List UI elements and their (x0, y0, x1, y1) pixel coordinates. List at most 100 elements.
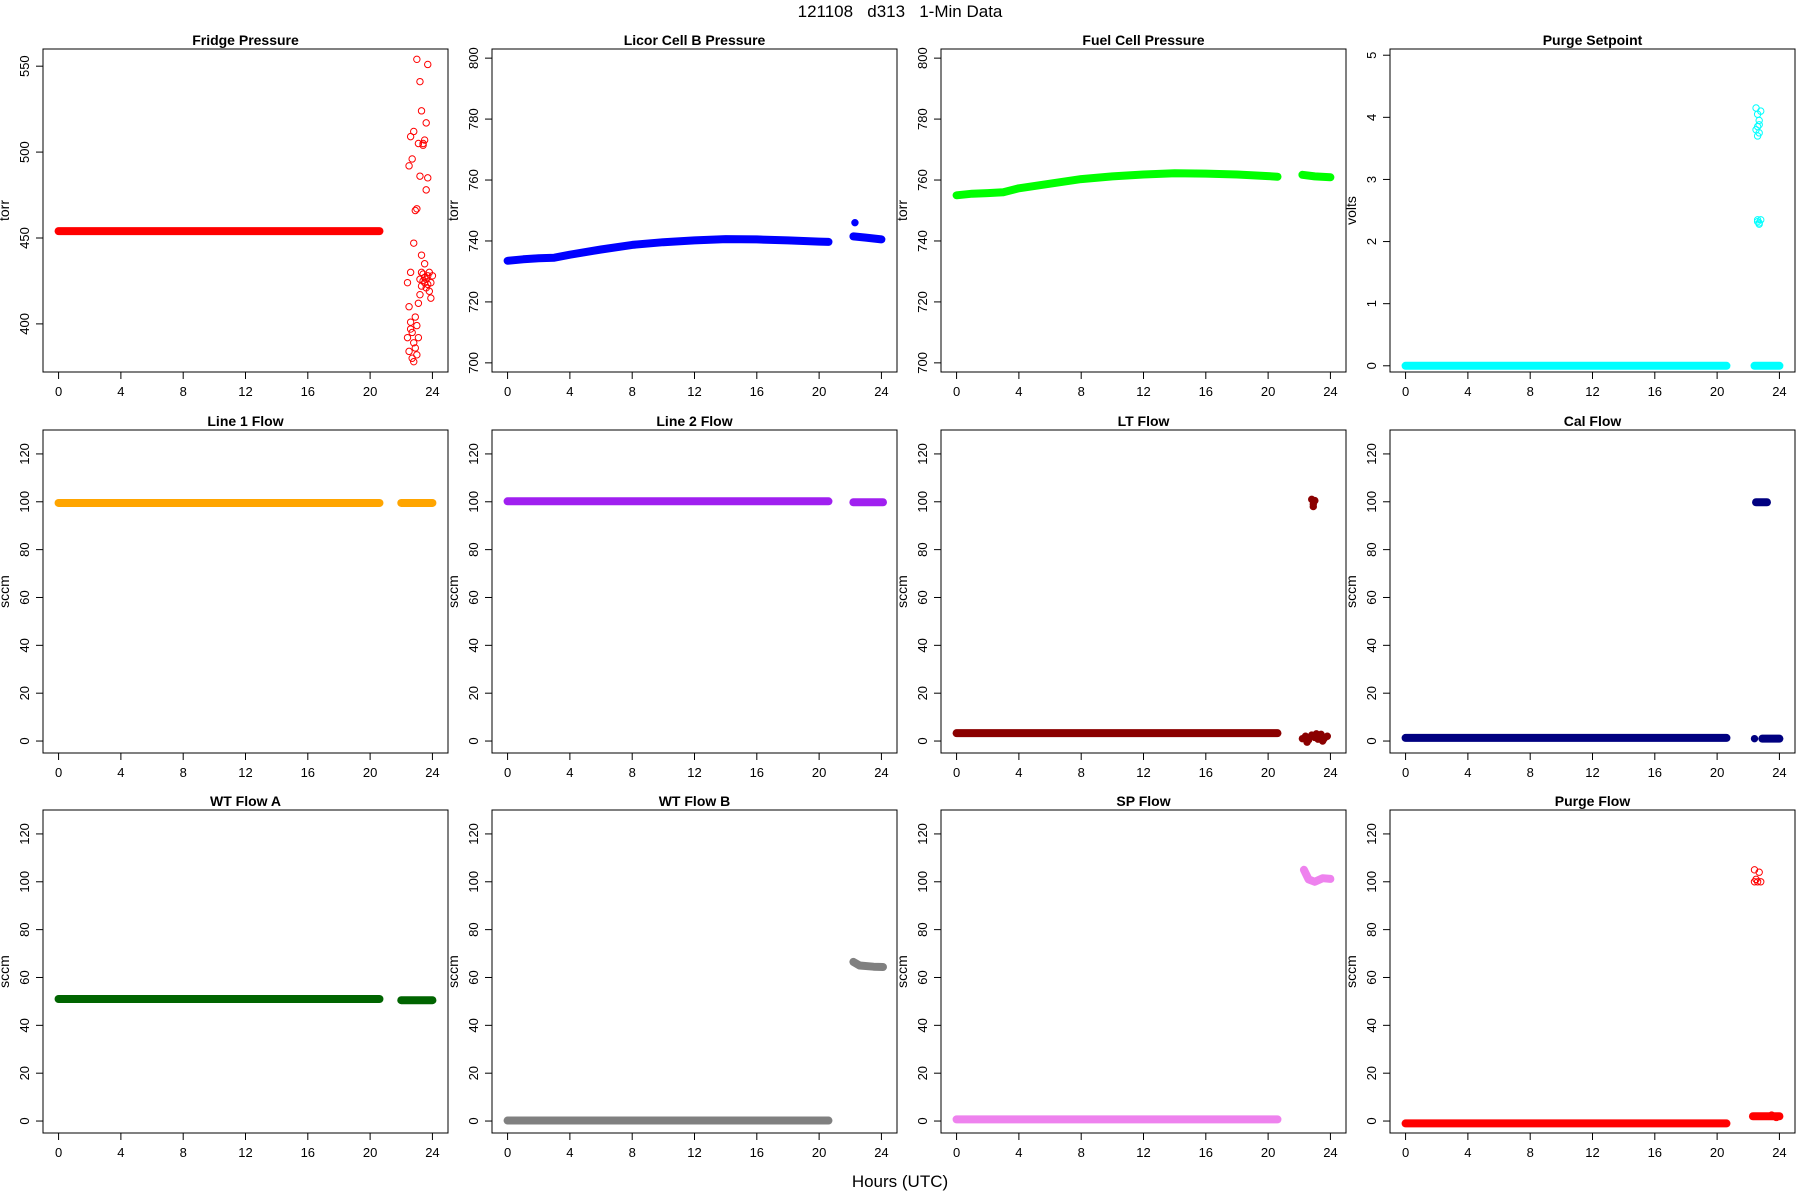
x-tick-label: 24 (1772, 1145, 1786, 1160)
x-tick-label: 4 (566, 765, 573, 780)
panel-title: WT Flow B (659, 793, 731, 809)
data-point (427, 278, 435, 287)
data-point (408, 354, 416, 362)
x-tick-label: 16 (750, 384, 764, 399)
data-point (406, 268, 415, 277)
panel-10: SP Flow 0 4 8 12 16 20 24 0 20 40 60 80 100 120 sccm (894, 793, 1347, 1160)
x-tick-label: 20 (1710, 384, 1724, 399)
data-point (406, 325, 415, 333)
panel-title: Cal Flow (1564, 413, 1622, 429)
y-tick-label: 400 (17, 313, 32, 335)
y-tick-label: 60 (1364, 970, 1379, 984)
data-point (420, 260, 429, 268)
data-point (406, 318, 415, 326)
figure-title: 121108 d313 1-Min Data (797, 2, 1003, 21)
y-tick-label: 80 (466, 922, 481, 936)
data-point (413, 351, 421, 359)
x-tick-label: 4 (1015, 384, 1022, 399)
x-tick-label: 12 (687, 1145, 701, 1160)
x-tick-label: 8 (180, 765, 187, 780)
data-point (410, 339, 418, 347)
data-point (410, 357, 418, 366)
y-tick-label: 120 (915, 823, 930, 845)
x-tick-label: 20 (1261, 384, 1275, 399)
y-tick-label: 60 (915, 590, 930, 604)
plot-frame (1389, 809, 1796, 1134)
plot-frame (940, 809, 1347, 1134)
x-tick-label: 24 (1772, 384, 1786, 399)
y-tick-label: 80 (466, 542, 481, 556)
x-tick-label: 12 (687, 384, 701, 399)
y-axis-label: sccm (445, 955, 461, 988)
y-tick-label: 80 (915, 542, 930, 556)
data-point (413, 205, 421, 213)
data-point (417, 107, 426, 115)
panel-title: Fridge Pressure (192, 32, 299, 48)
data-point (419, 141, 427, 149)
panel-title: WT Flow A (210, 793, 281, 809)
plot-frame (42, 429, 449, 754)
y-axis-label: sccm (894, 575, 910, 608)
x-tick-label: 4 (1464, 765, 1471, 780)
plot-frame (491, 809, 898, 1134)
x-tick-label: 12 (1585, 384, 1599, 399)
x-tick-label: 4 (1015, 765, 1022, 780)
y-tick-label: 120 (17, 443, 32, 465)
y-tick-label: 740 (915, 230, 930, 252)
x-tick-label: 16 (750, 765, 764, 780)
data-point (422, 186, 430, 194)
y-tick-label: 0 (17, 1117, 32, 1124)
y-tick-label: 60 (915, 970, 930, 984)
x-tick-label: 8 (1527, 384, 1534, 399)
x-tick-label: 24 (1323, 1145, 1337, 1160)
y-tick-label: 0 (1364, 1117, 1379, 1124)
plot-frame (940, 48, 1347, 373)
y-tick-label: 760 (915, 169, 930, 191)
data-point (425, 287, 434, 295)
data-point (851, 218, 859, 227)
x-tick-label: 16 (1199, 384, 1213, 399)
y-tick-label: 80 (17, 922, 32, 936)
y-tick-label: 20 (17, 1066, 32, 1080)
data-point (1757, 878, 1765, 886)
y-tick-label: 80 (1364, 922, 1379, 936)
y-tick-label: 800 (466, 47, 481, 69)
panel-7: Cal Flow 0 4 8 12 16 20 24 0 20 40 60 80 100 120 sccm (1343, 413, 1796, 780)
x-tick-label: 20 (812, 384, 826, 399)
y-tick-label: 20 (466, 686, 481, 700)
data-point (1767, 1111, 1776, 1119)
y-tick-label: 780 (915, 108, 930, 130)
panel-1: Licor Cell B Pressure 0 4 8 12 16 20 24 700 720 74… (445, 32, 898, 399)
x-tick-label: 16 (1648, 1145, 1662, 1160)
data-point (416, 290, 424, 299)
x-tick-label: 24 (425, 384, 439, 399)
y-tick-label: 40 (466, 1018, 481, 1032)
y-tick-label: 100 (466, 491, 481, 513)
y-tick-label: 20 (1364, 686, 1379, 700)
x-tick-label: 0 (953, 765, 960, 780)
panel-8: WT Flow A 0 4 8 12 16 20 24 0 20 40 60 80 100 120 sccm (0, 793, 449, 1160)
y-tick-label: 0 (915, 737, 930, 744)
x-tick-label: 4 (117, 384, 124, 399)
plot-frame (42, 48, 449, 373)
x-tick-label: 0 (1402, 384, 1409, 399)
y-tick-label: 20 (466, 1066, 481, 1080)
panel-title: SP Flow (1116, 793, 1170, 809)
panel-2: Fuel Cell Pressure 0 4 8 12 16 20 24 700 720 740 76… (894, 32, 1347, 399)
y-tick-label: 60 (466, 970, 481, 984)
data-point (411, 206, 419, 215)
y-tick-label: 720 (915, 291, 930, 313)
x-tick-label: 16 (301, 765, 315, 780)
x-tick-label: 24 (874, 765, 888, 780)
y-tick-label: 450 (17, 227, 32, 249)
y-tick-label: 0 (466, 1117, 481, 1124)
y-tick-label: 120 (1364, 823, 1379, 845)
x-tick-label: 8 (1078, 765, 1085, 780)
y-tick-label: 20 (17, 686, 32, 700)
y-tick-label: 700 (915, 352, 930, 374)
y-tick-label: 120 (915, 443, 930, 465)
panel-11: Purge Flow 0 4 8 12 16 20 24 0 20 40 60 80 100 120 sccm (1343, 793, 1796, 1160)
data-curve (1298, 170, 1335, 182)
